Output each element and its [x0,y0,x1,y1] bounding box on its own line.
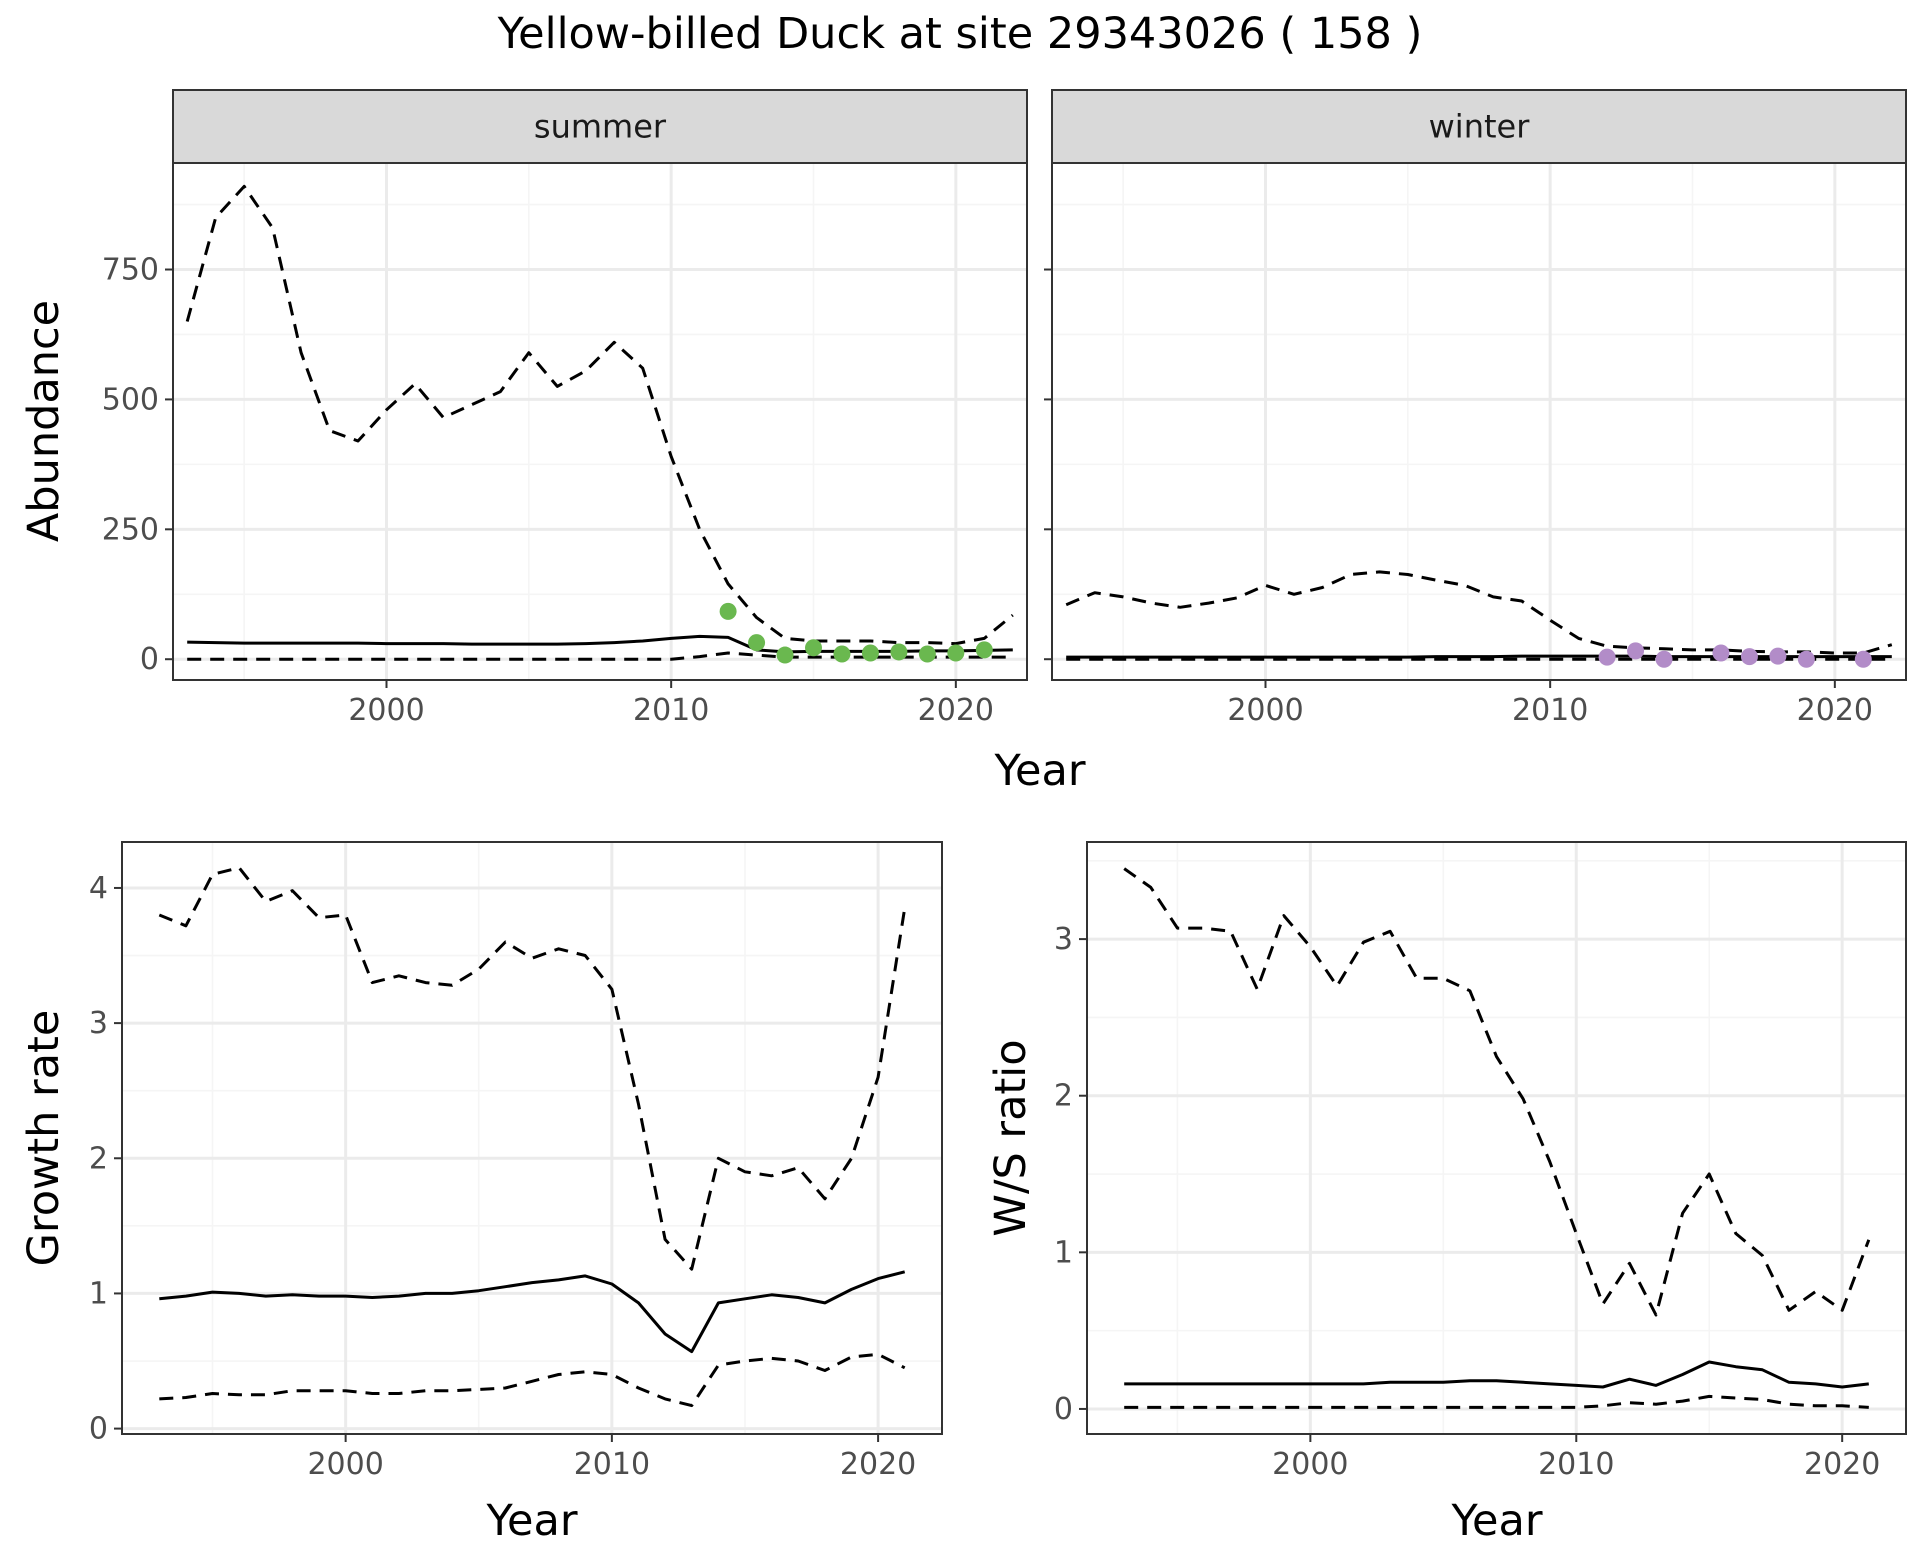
panel-winter: winter 2000 2010 2020 [1044,89,1907,728]
facet-strip [172,89,1028,164]
y-tick-label: 750 [102,253,159,288]
upper-line [185,184,1014,646]
x-tick-label: 2020 [1797,693,1873,728]
observed-point [975,641,993,659]
y-tick-label: 0 [89,1412,108,1447]
panel-growth-rate: 2000 2010 2020 0 1 2 3 4 Year Growth rate [19,841,943,1546]
x-tick-label: 2020 [840,1447,916,1482]
facet-strip-label: winter [1429,108,1531,146]
observed-point [748,634,766,652]
y-tick-label: 250 [102,512,159,547]
observed-point [918,645,936,663]
panel-summer: summer 2000 2010 2020 0 250 500 750 Abundance [19,89,1028,728]
x-tick-label: 2010 [1538,1447,1614,1482]
estimate-line [1124,1360,1869,1389]
x-tick-label: 2020 [1804,1447,1880,1482]
lower-line [159,1352,906,1408]
observed-point [1627,642,1645,660]
y-tick-label: 1 [89,1276,108,1311]
panel-w-s-ratio: 2000 2010 2020 0 1 2 3 Year W/S ratio [986,841,1907,1546]
panel-background [1087,842,1906,1434]
observed-point [1769,647,1787,665]
x-tick-label: 2010 [1512,693,1588,728]
y-axis-title: W/S ratio [986,1039,1036,1236]
x-tick-label: 2000 [307,1447,383,1482]
observed-point [1712,644,1730,662]
facet-strip-label: summer [534,108,667,146]
observed-point [947,644,965,662]
x-axis-title: Year [485,1496,577,1546]
y-axis-title: Growth rate [19,1010,69,1267]
panel-background [1052,163,1906,680]
x-axis-title-shared: Year [993,746,1085,796]
y-tick-label: 1 [1054,1235,1073,1270]
x-axis-title: Year [1450,1496,1542,1546]
observed-point [861,644,879,662]
observed-point [833,645,851,663]
lower-line [1124,1394,1869,1409]
observed-point [719,602,737,620]
y-tick-label: 500 [102,382,159,417]
observed-point [805,639,822,657]
y-axis-title: Abundance [19,300,69,542]
x-tick-label: 2010 [633,693,709,728]
x-tick-label: 2000 [348,693,424,728]
x-tick-label: 2020 [918,693,994,728]
panel-border [121,841,943,1435]
x-tick-label: 2000 [1272,1447,1348,1482]
y-tick-label: 4 [89,871,108,906]
observed-point [1797,650,1815,668]
estimate-line [159,1270,906,1354]
panel-background [122,842,942,1434]
y-tick-label: 3 [89,1006,108,1041]
observed-point [890,643,908,661]
chart-title: Yellow-billed Duck at site 29343026 ( 15… [497,9,1423,59]
y-tick-label: 2 [89,1141,108,1176]
observed-point [776,646,794,664]
panel-background [173,163,1027,680]
observed-point [1655,650,1673,668]
x-tick-label: 2000 [1227,693,1303,728]
x-tick-label: 2010 [574,1447,650,1482]
y-tick-label: 3 [1054,922,1073,957]
estimate-line [1066,654,1892,659]
y-tick-label: 0 [1054,1392,1073,1427]
y-tick-label: 0 [140,642,159,677]
facet-strip [1051,89,1907,164]
upper-line [1123,867,1871,1317]
observed-point [1854,650,1872,668]
y-tick-label: 2 [1054,1079,1073,1114]
observed-point [1740,648,1758,666]
panel-border [1086,841,1907,1435]
observed-point [1598,648,1616,666]
